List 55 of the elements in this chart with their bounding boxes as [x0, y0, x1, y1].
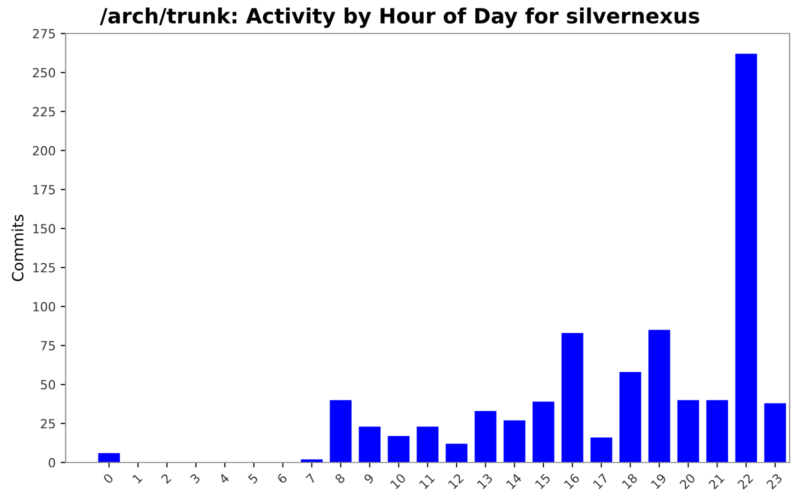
- y-tick-label: 0: [48, 458, 56, 468]
- x-tick-label: 7: [306, 473, 316, 484]
- x-tick-label: 22: [737, 473, 754, 490]
- y-tick-label: 175: [33, 185, 55, 194]
- bar: [706, 400, 728, 462]
- bar: [416, 426, 438, 462]
- y-tick-label: 225: [32, 106, 55, 116]
- bar: [330, 400, 352, 462]
- x-tick-label: 14: [506, 472, 522, 490]
- bar: [735, 54, 758, 462]
- bar: [504, 420, 526, 462]
- x-tick-label: 12: [448, 473, 464, 490]
- x-tick-label: 21: [708, 473, 724, 490]
- x-tick-label: 20: [679, 472, 696, 490]
- y-tick-label: 125: [33, 262, 55, 272]
- bar: [648, 330, 670, 462]
- bar: [562, 333, 584, 462]
- x-tick-label: 6: [276, 472, 288, 484]
- x-tick-label: 4: [218, 472, 230, 484]
- x-tick-label: 13: [476, 473, 493, 490]
- x-tick-label: 16: [564, 472, 580, 490]
- y-tick-label: 275: [32, 28, 55, 38]
- bar: [764, 403, 786, 462]
- bar: [677, 400, 700, 462]
- y-tick-label: 75: [40, 341, 55, 350]
- x-tick-label: 2: [160, 473, 172, 484]
- y-tick-label: 150: [33, 224, 56, 234]
- bar: [446, 444, 468, 462]
- y-tick-label: 50: [40, 380, 56, 390]
- bar: [619, 372, 642, 462]
- bar: [388, 436, 410, 462]
- chart-title: /arch/trunk: Activity by Hour of Day for silvernexus: [100, 8, 700, 28]
- bar: [532, 402, 554, 462]
- y-tick-label: 250: [32, 68, 56, 78]
- y-tick-label: 25: [40, 418, 55, 428]
- bar: [590, 438, 612, 462]
- x-tick-label: 8: [334, 472, 346, 484]
- x-tick-label: 18: [622, 472, 638, 490]
- x-tick-label: 11: [418, 473, 435, 490]
- x-tick-label: 17: [592, 473, 609, 490]
- y-tick-label: 100: [33, 302, 56, 312]
- bar: [474, 411, 496, 462]
- x-tick-label: 15: [534, 473, 551, 490]
- x-tick-label: 1: [132, 473, 142, 484]
- x-tick-label: 3: [190, 473, 201, 484]
- y-tick-label: 200: [32, 146, 56, 156]
- bar: [358, 426, 381, 462]
- bar: [98, 453, 120, 462]
- x-tick-label: 23: [766, 473, 783, 490]
- x-tick-label: 19: [650, 473, 667, 490]
- y-axis-title: Commits: [12, 214, 24, 282]
- x-tick-label: 5: [248, 473, 258, 484]
- x-tick-label: 0: [102, 472, 114, 484]
- x-tick-label: 10: [390, 472, 406, 490]
- x-tick-label: 9: [363, 473, 374, 484]
